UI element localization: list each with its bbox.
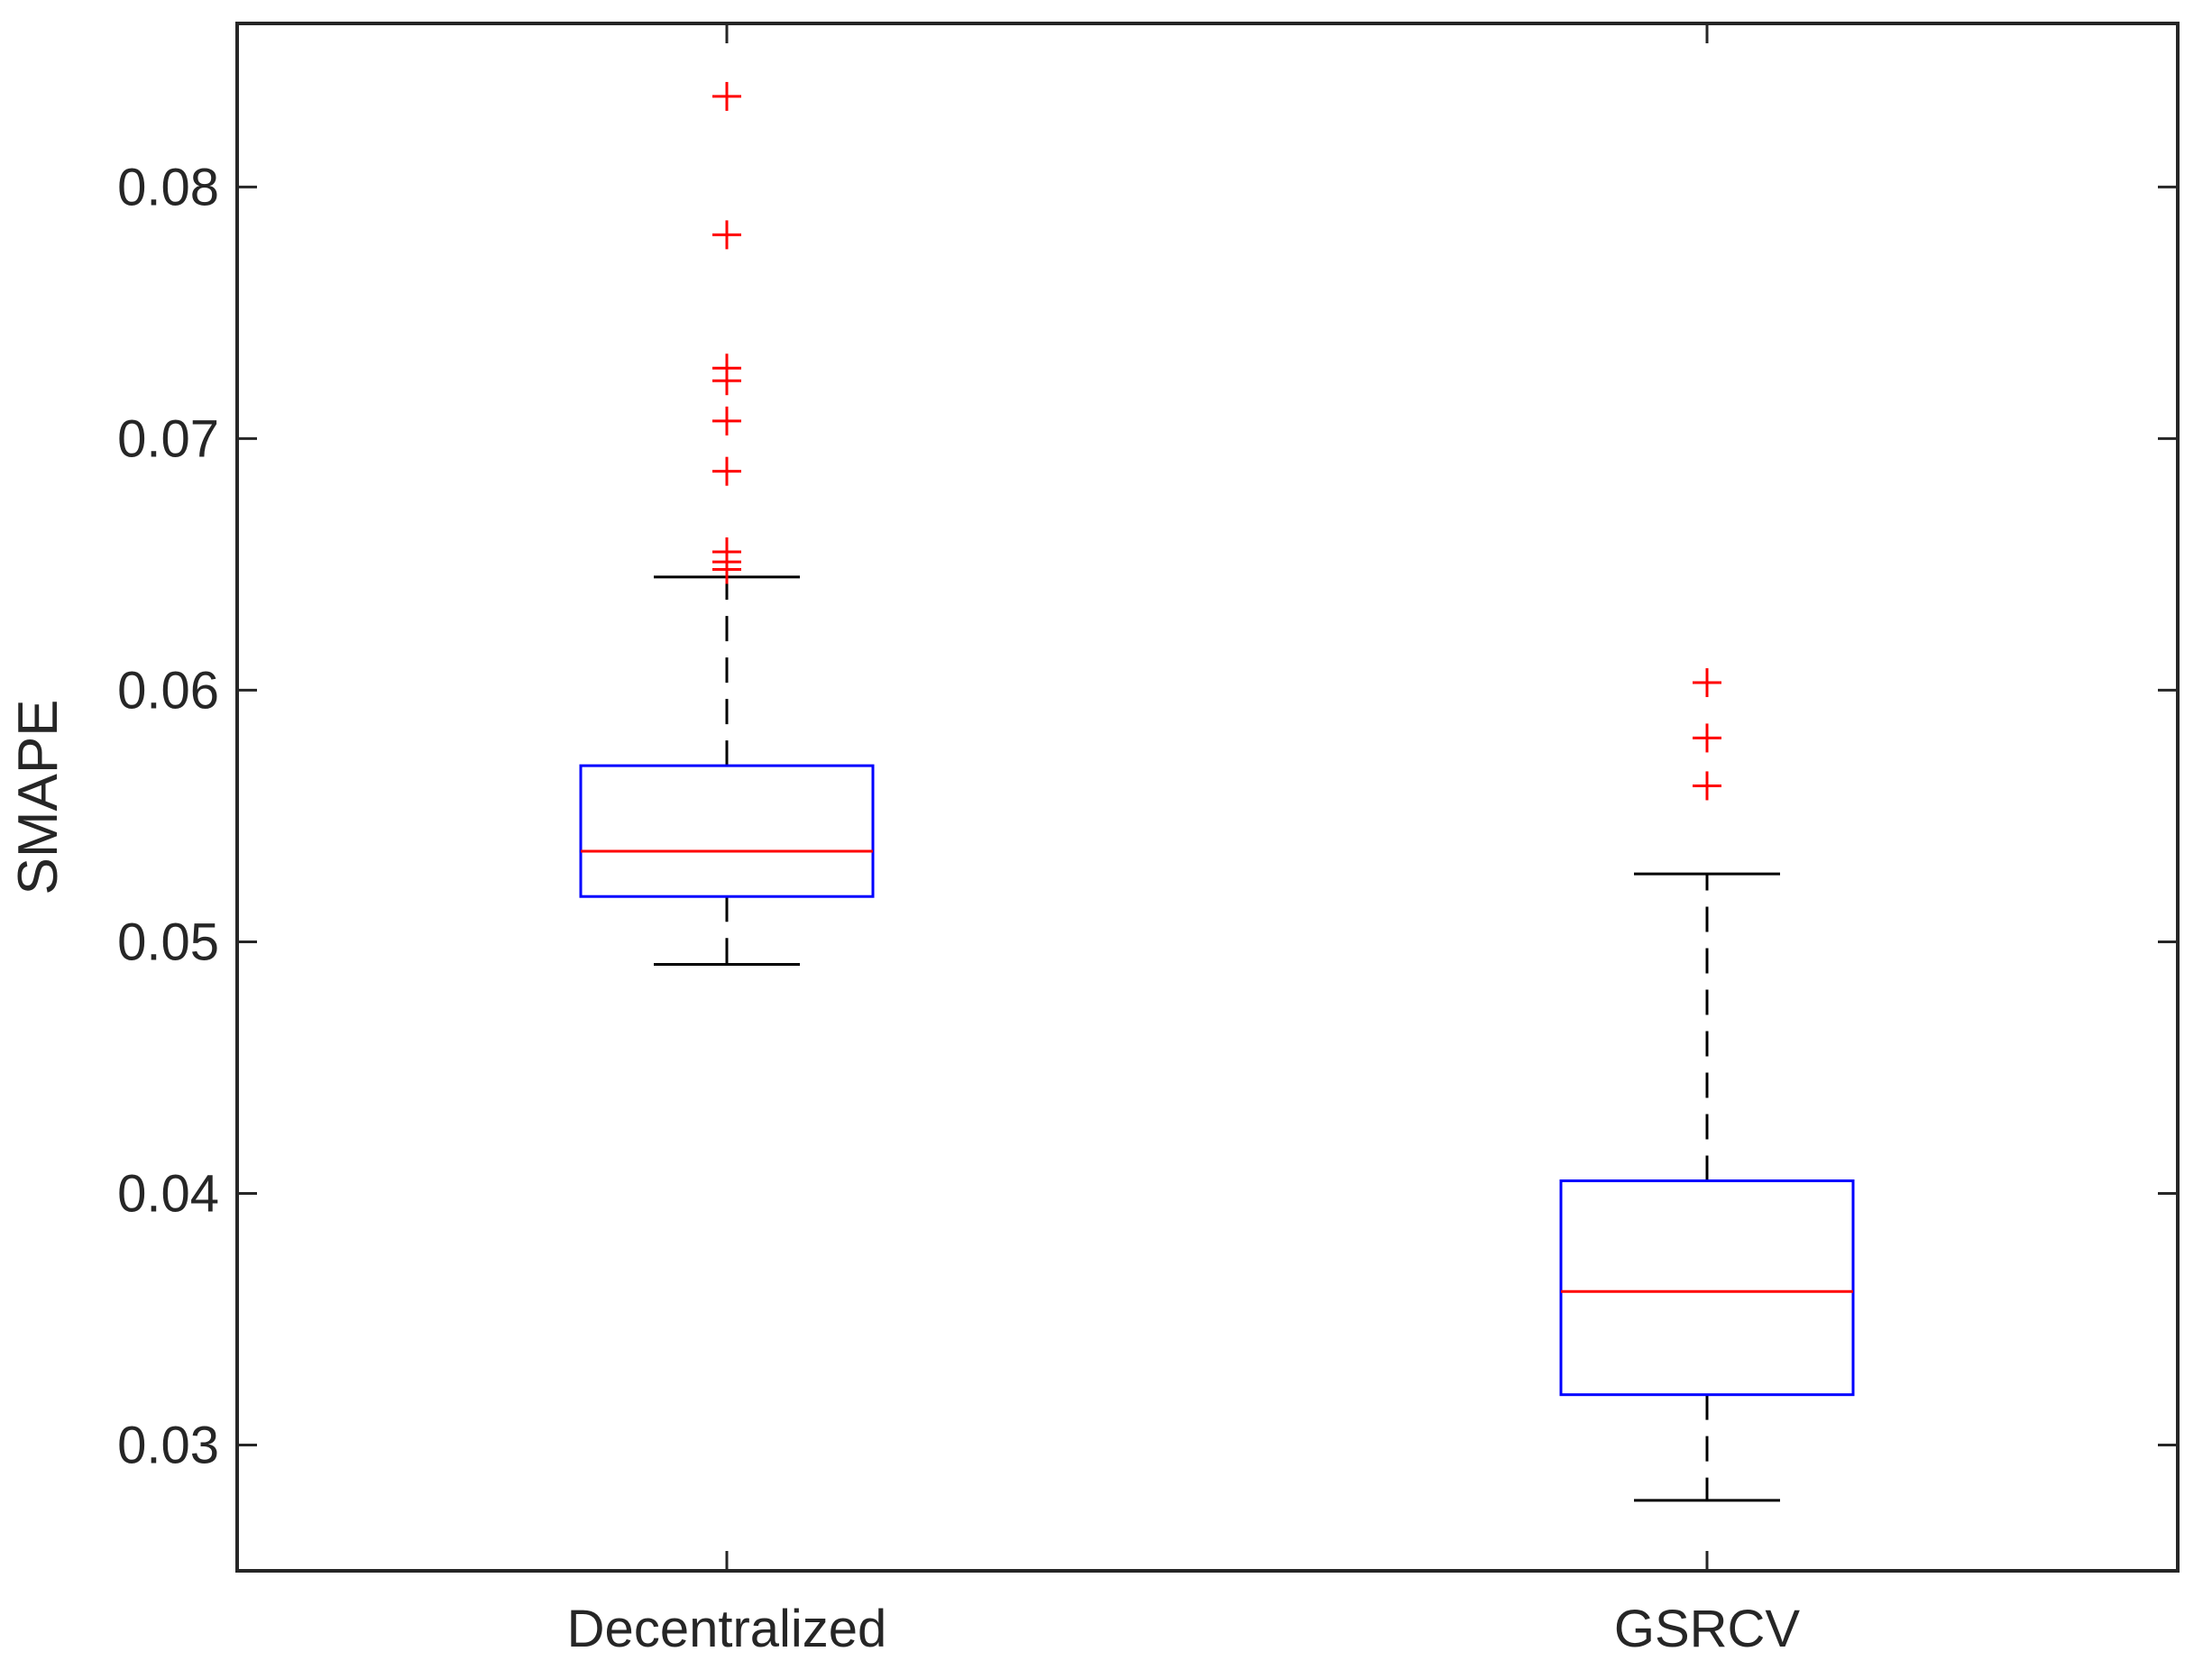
plot-frame (235, 22, 2180, 1573)
outlier-marker (712, 81, 741, 111)
outlier-marker (712, 555, 741, 584)
y-tick-label: 0.05 (117, 913, 219, 971)
y-tick-label: 0.03 (117, 1416, 219, 1474)
iqr-box (579, 764, 875, 898)
outlier-marker (1693, 723, 1721, 753)
outlier-marker (712, 366, 741, 396)
x-tick-label: Decentralized (567, 1600, 887, 1658)
y-tick-label: 0.08 (117, 158, 219, 216)
x-tick-label: GSRCV (1614, 1600, 1801, 1658)
y-tick-label: 0.07 (117, 409, 219, 468)
outlier-marker (1693, 668, 1721, 698)
outlier-marker (712, 220, 741, 250)
outlier-marker (712, 406, 741, 436)
y-axis-label: SMAPE (7, 699, 69, 895)
box-group (579, 81, 875, 967)
box-group (1559, 668, 1855, 1502)
plot-content (579, 81, 1855, 1502)
y-tick-label: 0.04 (117, 1164, 219, 1223)
outlier-marker (1693, 771, 1721, 801)
y-tick-label: 0.06 (117, 661, 219, 720)
tick-labels: 0.03 0.04 0.05 0.06 0.07 0.08 Decentralized GSR… (117, 158, 1800, 1658)
outlier-marker (712, 456, 741, 486)
iqr-box (1559, 1179, 1855, 1397)
axis-ticks (237, 23, 2178, 1571)
